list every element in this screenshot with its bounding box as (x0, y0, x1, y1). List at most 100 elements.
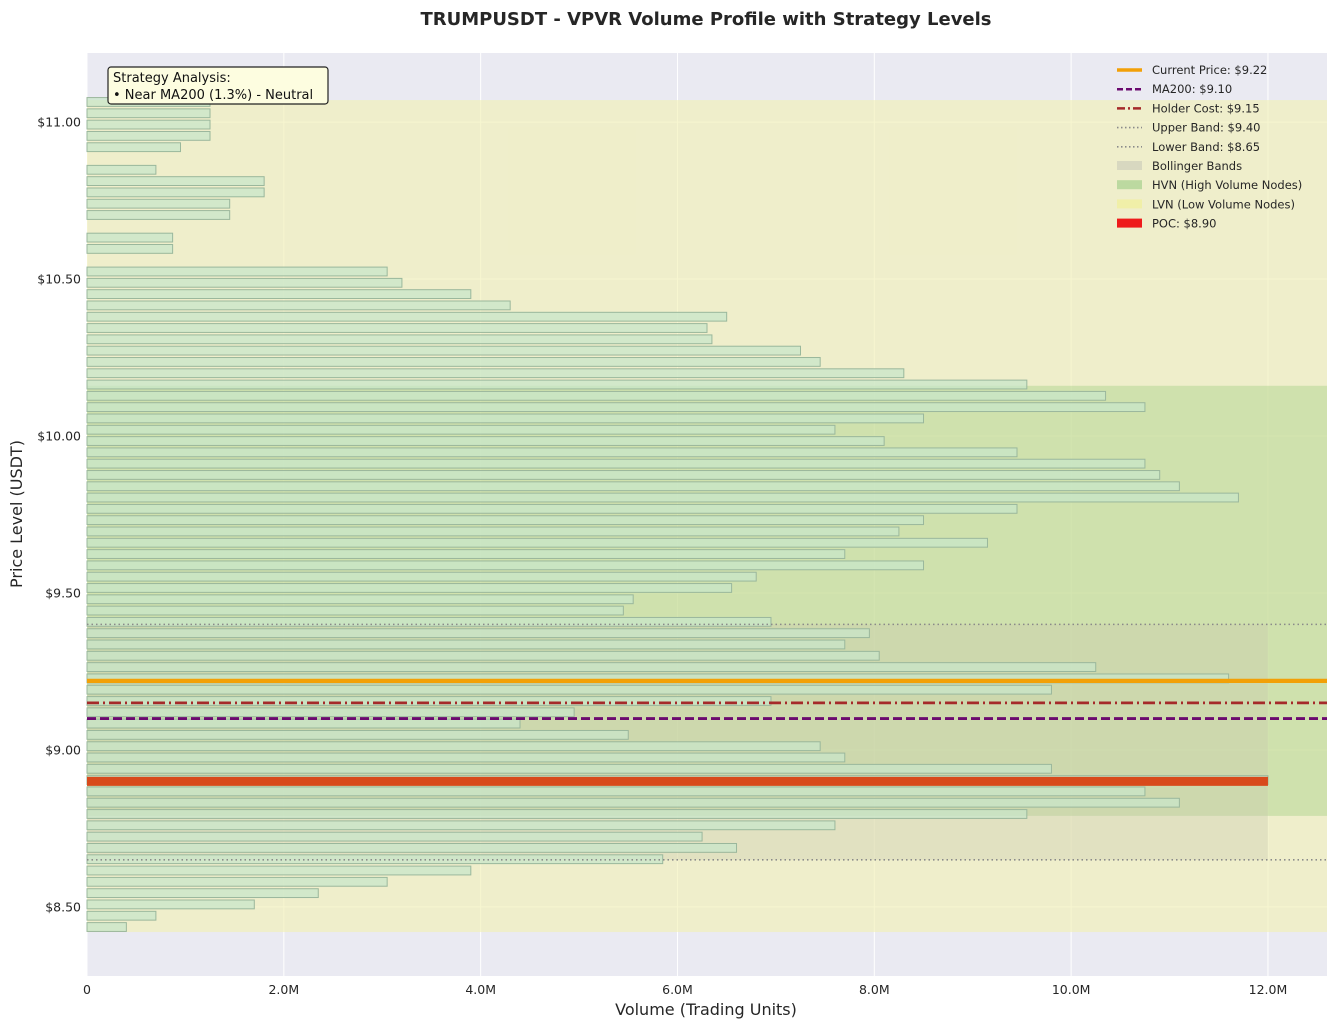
volume-bar (86, 481, 1180, 492)
volume-bar (86, 820, 836, 831)
volume-bar (86, 571, 757, 582)
legend-item-5-swatch (1117, 161, 1142, 170)
legend-item-0-label: Current Price: $9.22 (1152, 63, 1267, 77)
volume-bar (86, 176, 265, 186)
volume-bar (86, 447, 1018, 458)
legend-item-6-swatch (1117, 180, 1142, 190)
volume-bar (86, 413, 925, 424)
volume-bar (86, 436, 885, 446)
volume-bar (86, 549, 846, 559)
legend-item-5-label: Bollinger Bands (1152, 159, 1242, 173)
y-tick-label: $8.50 (45, 899, 81, 914)
volume-bar (86, 752, 846, 763)
volume-bar (86, 108, 211, 119)
volume-bar (86, 424, 836, 435)
x-tick-label: 0 (83, 982, 91, 997)
legend-item-8-label: POC: $8.90 (1152, 217, 1216, 231)
x-tick-label: 4.0M (465, 982, 496, 997)
legend-item-3-label: Upper Band: $9.40 (1152, 121, 1260, 135)
volume-bar (86, 605, 624, 616)
y-tick-label: $11.00 (37, 115, 81, 130)
legend-item-2-label: Holder Cost: $9.15 (1152, 101, 1260, 115)
x-tick-label: 10.0M (1052, 982, 1091, 997)
legend-item-7-swatch (1117, 199, 1142, 209)
volume-bar (86, 707, 575, 718)
y-tick-label: $9.00 (45, 742, 81, 757)
volume-bar (86, 210, 231, 220)
volume-bar (86, 583, 733, 593)
y-tick-label: $10.00 (37, 429, 81, 444)
volume-bar (86, 888, 319, 899)
volume-bar (86, 831, 703, 842)
volume-bar (86, 243, 174, 254)
legend-item-1-label: MA200: $9.10 (1152, 82, 1232, 96)
y-tick-label: $9.50 (45, 585, 81, 600)
legend-item-8-swatch (1117, 218, 1142, 228)
volume-bar (86, 526, 900, 537)
x-tick-label: 8.0M (859, 982, 890, 997)
y-axis-label: Price Level (USDT) (7, 440, 26, 588)
chart-title: TRUMPUSDT - VPVR Volume Profile with Str… (420, 9, 991, 30)
x-tick-label: 6.0M (662, 982, 693, 997)
volume-bar (86, 809, 1028, 819)
volume-bar (86, 515, 925, 526)
volume-bar (86, 357, 821, 367)
volume-bar (86, 390, 1107, 401)
volume-bar (86, 492, 1239, 503)
volume-bars (86, 97, 1269, 932)
volume-bar (86, 311, 728, 322)
volume-bar (86, 289, 472, 300)
volume-bar (86, 300, 511, 311)
x-tick-label: 12.0M (1249, 982, 1288, 997)
volume-bar (86, 718, 521, 729)
annotation-line-2: • Near MA200 (1.3%) - Neutral (113, 88, 313, 103)
x-axis-ticks: 0 2.0M 4.0M 6.0M 8.0M 10.0M 12.0M (83, 982, 1287, 997)
legend-item-6-label: HVN (High Volume Nodes) (1152, 178, 1302, 192)
volume-bar (86, 729, 629, 740)
volume-bar (86, 323, 708, 333)
annotation-box (107, 66, 329, 105)
volume-bar (86, 922, 127, 932)
y-axis-ticks: $8.50 $9.00 $9.50 $10.00 $10.50 $11.00 (37, 115, 81, 915)
volume-bar (86, 402, 1146, 413)
legend-item-4-label: Lower Band: $8.65 (1152, 140, 1260, 154)
x-axis-label: Volume (Trading Units) (615, 1000, 797, 1019)
legend-item-7-label: LVN (Low Volume Nodes) (1152, 197, 1295, 211)
volume-bar (86, 458, 1146, 469)
volume-bar (86, 368, 905, 379)
annotation-line-1: Strategy Analysis: (113, 71, 231, 86)
volume-bar (86, 639, 846, 650)
volume-bar (86, 130, 211, 141)
volume-bar (86, 910, 157, 921)
volume-bar (86, 232, 174, 243)
volume-bar (86, 876, 388, 887)
volume-bar (86, 684, 1052, 695)
volume-bar (86, 696, 772, 706)
legend: Current Price: $9.22 MA200: $9.10 Holder C… (1117, 63, 1302, 231)
volume-bar (86, 187, 265, 198)
volume-bar (86, 628, 870, 639)
volume-bar (86, 345, 801, 356)
volume-bar (86, 266, 388, 277)
volume-bar (86, 119, 211, 130)
volume-bar (86, 379, 1028, 390)
volume-bar (86, 650, 880, 661)
volume-bar (86, 334, 713, 345)
volume-bar (86, 616, 772, 627)
volume-bar (86, 470, 1161, 480)
level-lines (87, 623, 1327, 861)
volume-bar (86, 560, 925, 571)
volume-bar (86, 277, 403, 288)
volume-bar (86, 503, 1018, 514)
volume-bar (86, 797, 1180, 808)
volume-bar (86, 763, 1052, 774)
volume-bar (86, 198, 231, 209)
volume-bar (86, 537, 988, 548)
volume-bar (86, 843, 738, 853)
volume-bar (86, 142, 181, 153)
volume-bar (86, 786, 1146, 797)
volume-bar (86, 865, 472, 876)
volume-bar (86, 594, 634, 605)
y-tick-label: $10.50 (37, 272, 81, 287)
